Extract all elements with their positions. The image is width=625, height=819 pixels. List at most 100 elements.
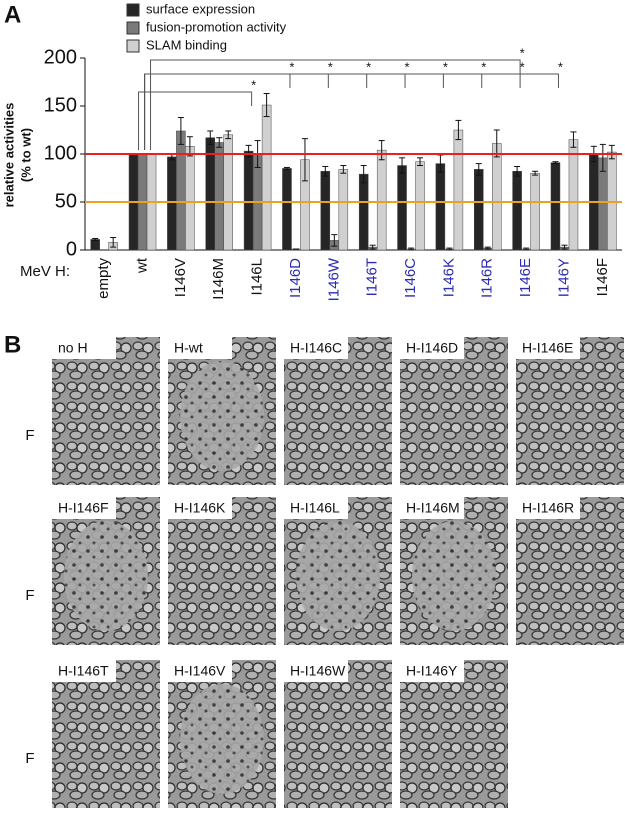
error-bar: [340, 165, 347, 174]
y-tick-label: 50: [55, 190, 77, 212]
legend-label: surface expression: [146, 1, 255, 16]
significance-label: *: [520, 45, 525, 60]
micrograph-label: H-I146D: [406, 340, 458, 356]
y-tick-label: 150: [44, 94, 77, 116]
x-tick-label: I146C: [402, 258, 419, 298]
significance-label: *: [328, 59, 333, 74]
legend-swatch: [126, 21, 140, 35]
micrograph-label: H-I146C: [290, 340, 342, 356]
micrograph: [400, 660, 508, 808]
error-bar: [552, 161, 559, 165]
significance-bracket: [144, 73, 483, 150]
significance-label: *: [558, 59, 563, 74]
bar: [550, 162, 561, 251]
panel-label: B: [4, 331, 21, 358]
error-bar: [475, 163, 482, 176]
error-bar: [608, 144, 615, 160]
micrograph-label: H-I146E: [522, 340, 573, 356]
x-tick-label: I146L: [249, 258, 266, 296]
error-bar: [216, 137, 223, 148]
x-tick-label: empty: [95, 258, 112, 299]
x-tick-label: I146V: [172, 258, 189, 297]
error-bar: [484, 246, 491, 250]
x-tick-label: I146W: [325, 257, 342, 301]
syncytium: [296, 521, 380, 631]
bar: [474, 169, 484, 251]
label-box: [516, 497, 580, 519]
bar: [397, 165, 407, 251]
row-label: F: [25, 427, 34, 444]
error-bar: [369, 244, 376, 250]
micrograph-label: H-I146V: [174, 663, 226, 679]
x-tick-label: I146M: [210, 258, 227, 300]
bar: [568, 139, 579, 251]
error-bar: [110, 237, 117, 248]
error-bar: [399, 157, 406, 174]
label-box: [400, 660, 464, 682]
label-box: [400, 337, 464, 359]
legend-label: SLAM binding: [146, 37, 227, 52]
syncytium: [64, 521, 148, 631]
error-bar: [408, 247, 415, 251]
error-bar: [446, 247, 453, 251]
bar: [282, 168, 292, 251]
error-bar: [331, 234, 338, 247]
micrograph-label: H-I146L: [290, 500, 340, 516]
y-axis-label: relative activities (% to wt): [1, 103, 33, 208]
error-bar: [570, 131, 577, 148]
significance-label: *: [481, 59, 486, 74]
error-bar: [514, 165, 521, 177]
bar: [338, 169, 349, 251]
bar: [185, 146, 195, 251]
micrograph: [400, 337, 508, 485]
significance-label: *: [443, 59, 448, 74]
bar: [176, 130, 186, 251]
micrograph-label: H-I146W: [290, 663, 346, 679]
x-tick-label: I146E: [517, 258, 534, 297]
significance-bracket: [144, 73, 559, 150]
legend-swatch: [126, 3, 140, 17]
significance-label: *: [405, 59, 410, 74]
bar: [223, 134, 233, 251]
error-bar: [186, 136, 193, 157]
label-box: [52, 660, 116, 682]
micrograph: [52, 337, 160, 485]
bar: [435, 163, 446, 251]
x-tick-label: I146D: [287, 258, 304, 298]
error-bar: [92, 237, 99, 241]
micrograph-label: H-I146F: [58, 500, 109, 516]
legend-swatch: [126, 39, 140, 53]
error-bar: [523, 247, 530, 251]
syncytium: [180, 684, 264, 794]
micrograph-label: H-I146Y: [406, 663, 458, 679]
bar: [492, 143, 502, 251]
micrograph-label: no H: [58, 340, 88, 356]
bar: [167, 156, 177, 251]
row-label: F: [25, 750, 34, 767]
syncytium: [412, 521, 496, 631]
significance-label: *: [289, 59, 294, 74]
error-bar: [599, 143, 606, 172]
significance-label: *: [251, 77, 256, 92]
micrograph: [168, 497, 276, 645]
x-tick-label: I146R: [479, 258, 496, 298]
y-tick-label: 100: [44, 142, 77, 164]
error-bar: [455, 119, 462, 141]
error-bar: [417, 157, 424, 167]
label-box: [284, 497, 348, 519]
panel-label: A: [4, 1, 21, 28]
micrograph-label: H-I146K: [174, 500, 226, 516]
label-box: [284, 660, 348, 682]
bar: [530, 172, 540, 251]
error-bar: [322, 165, 329, 177]
error-bar: [263, 93, 270, 118]
significance-bracket: [144, 73, 444, 150]
significance-label: *: [520, 59, 525, 74]
bar: [90, 239, 100, 251]
significance-bracket: [138, 91, 253, 150]
y-tick-label: 200: [44, 46, 77, 68]
error-bar: [360, 165, 367, 184]
significance-bracket: [150, 59, 521, 150]
error-bar: [225, 130, 232, 140]
